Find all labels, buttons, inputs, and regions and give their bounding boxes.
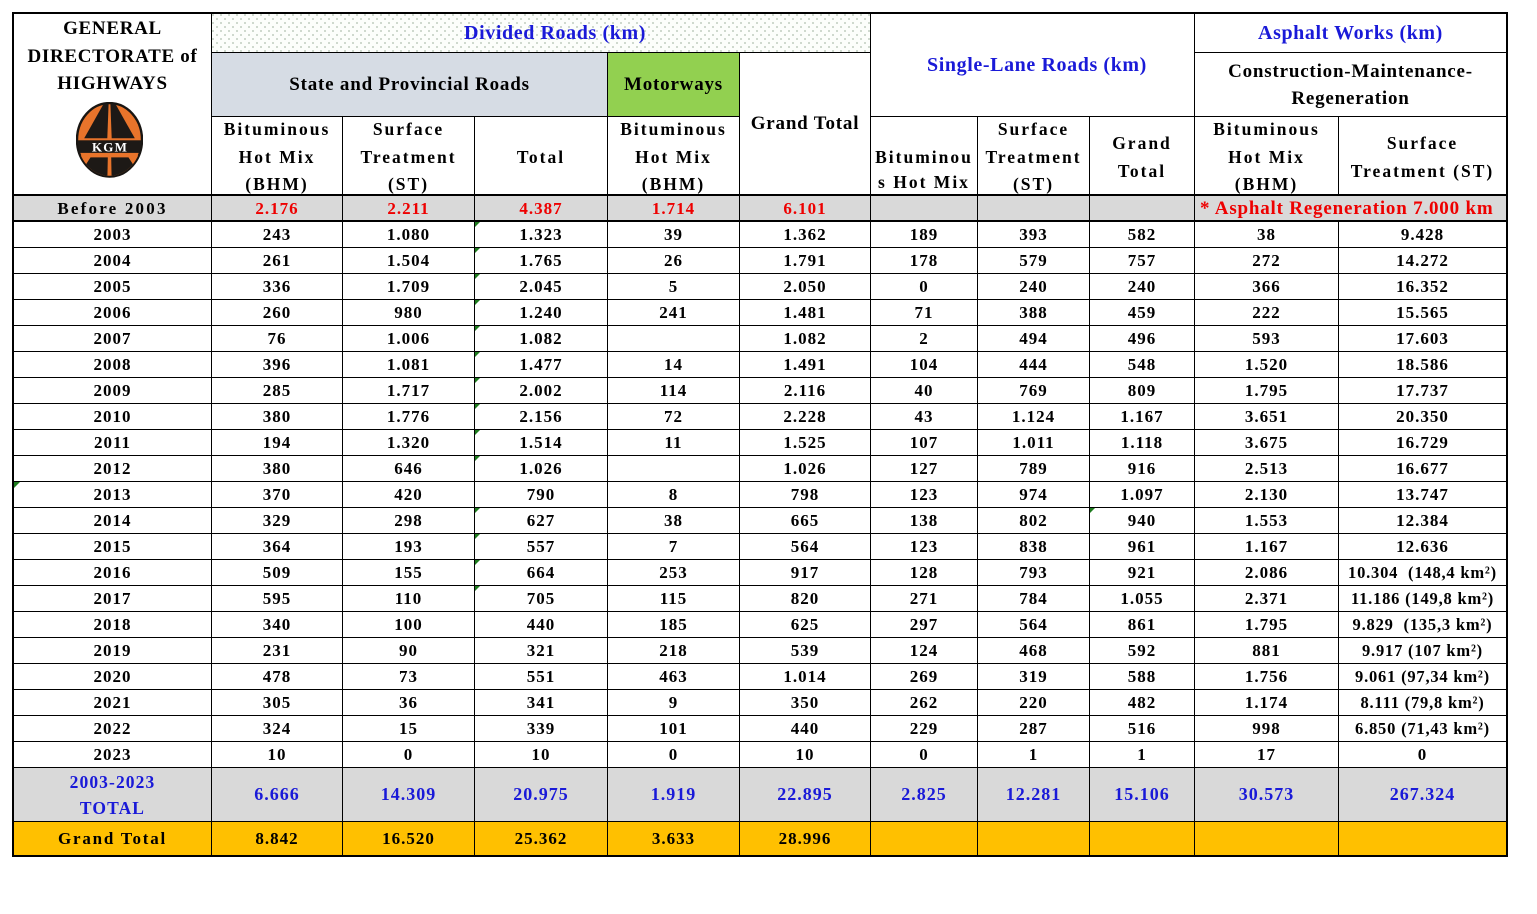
svg-text:KGM: KGM (92, 139, 128, 154)
